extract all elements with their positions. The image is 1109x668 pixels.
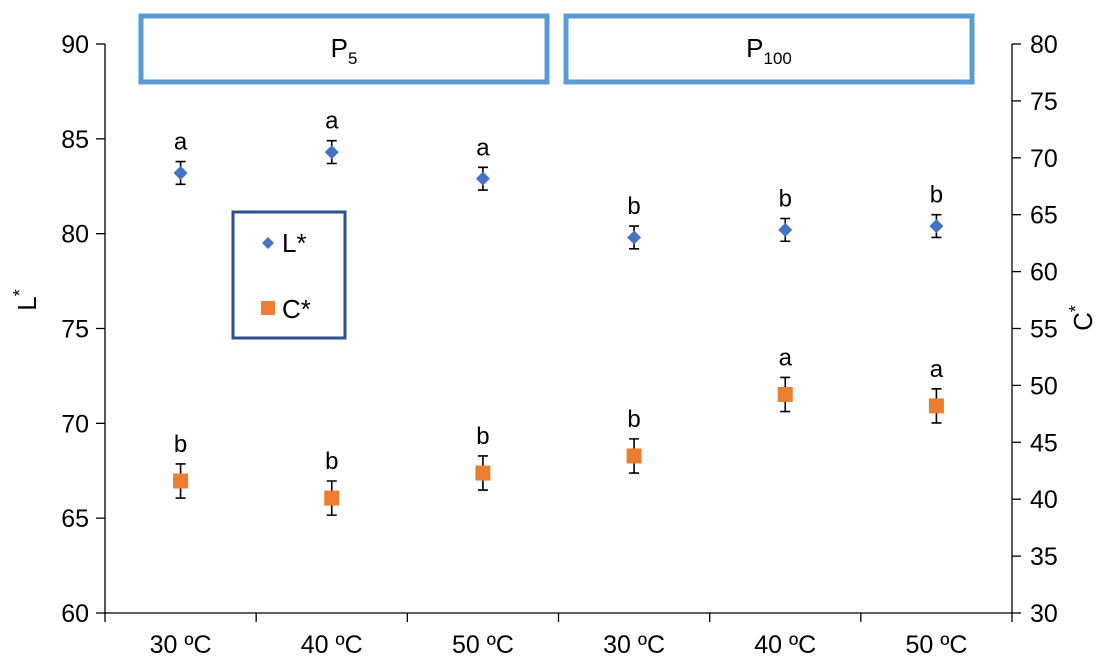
data-point-c	[324, 490, 340, 506]
data-point-c	[928, 398, 944, 414]
y-right-tick-label: 80	[1030, 31, 1058, 59]
data-point-l	[929, 219, 944, 234]
significance-label: b	[174, 431, 187, 458]
y-left-tick-label: 70	[61, 410, 89, 438]
group-box-p5	[138, 13, 550, 85]
data-point-c	[475, 465, 491, 481]
x-tick-label: 50 ºC	[452, 631, 514, 659]
y-right-ticks: 30 35 40 45 50 55 60 65 70 75 80	[1012, 31, 1058, 628]
y-right-tick-label: 75	[1030, 88, 1058, 116]
y-left-tick-label: 60	[61, 600, 89, 628]
significance-label: a	[930, 356, 944, 383]
y-right-tick-label: 60	[1030, 259, 1058, 287]
group-box-p100	[563, 13, 975, 85]
y-right-tick-label: 45	[1030, 429, 1058, 457]
x-tick-label: 30 ºC	[150, 631, 212, 659]
y-right-tick-label: 30	[1030, 600, 1058, 628]
y-left-tick-label: 85	[61, 126, 89, 154]
series-c: b b b b a a	[173, 344, 944, 516]
y-left-tick-label: 65	[61, 505, 89, 533]
series-layer: a a a b b b b b b b a a	[173, 108, 944, 516]
group-label-p5: P5	[331, 33, 358, 68]
series-l: a a a b b b	[173, 108, 944, 250]
x-ticks: 30 ºC 40 ºC 50 ºC 30 ºC 40 ºC 50 ºC	[104, 613, 1013, 659]
y-left-title: L*	[10, 289, 42, 310]
y-right-tick-label: 40	[1030, 486, 1058, 514]
legend-marker-c	[261, 301, 275, 315]
significance-label: a	[779, 344, 793, 371]
data-point-l	[324, 145, 339, 160]
data-point-l	[475, 171, 490, 186]
x-tick-label: 40 ºC	[754, 631, 816, 659]
legend-marker-l	[262, 237, 274, 249]
significance-label: b	[930, 182, 943, 209]
significance-label: b	[779, 185, 792, 212]
y-left-tick-label: 90	[61, 31, 89, 59]
y-right-tick-label: 70	[1030, 145, 1058, 173]
significance-label: b	[325, 448, 338, 475]
data-point-l	[627, 230, 642, 245]
y-right-tick-label: 55	[1030, 316, 1058, 344]
y-right-title: C*	[1066, 305, 1098, 331]
significance-label: a	[325, 108, 339, 135]
x-tick-label: 30 ºC	[603, 631, 665, 659]
y-right-tick-label: 65	[1030, 202, 1058, 230]
data-point-c	[626, 448, 642, 464]
significance-label: b	[627, 406, 640, 433]
data-point-l	[778, 222, 793, 237]
legend: L* C*	[231, 210, 347, 340]
legend-box	[231, 210, 347, 340]
group-label-p100: P100	[746, 33, 792, 68]
legend-label-c: C*	[282, 294, 311, 324]
data-point-c	[173, 473, 189, 489]
group-headers: P5 P100	[138, 13, 975, 85]
significance-label: b	[476, 423, 489, 450]
data-point-l	[173, 165, 188, 180]
significance-label: a	[174, 129, 188, 156]
legend-label-l: L*	[282, 228, 307, 258]
x-tick-label: 40 ºC	[301, 631, 363, 659]
y-left-tick-label: 80	[61, 221, 89, 249]
x-tick-label: 50 ºC	[905, 631, 967, 659]
significance-label: b	[627, 193, 640, 220]
y-left-ticks: 60 65 70 75 80 85 90	[61, 31, 105, 628]
data-point-c	[777, 387, 793, 403]
y-right-tick-label: 50	[1030, 372, 1058, 400]
significance-label: a	[476, 134, 490, 161]
y-right-tick-label: 35	[1030, 543, 1058, 571]
y-left-tick-label: 75	[61, 316, 89, 344]
